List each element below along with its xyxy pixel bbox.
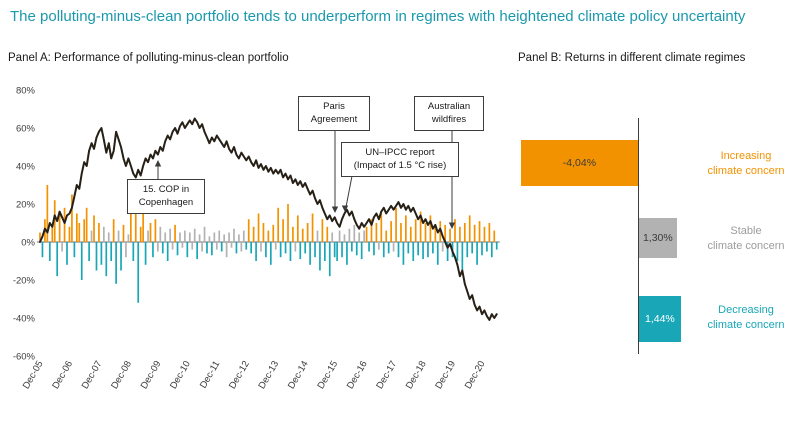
svg-text:60%: 60% [16, 124, 36, 135]
x-axis-labels: Dec-05 Dec-06 Dec-07 Dec-08 Dec-09 Dec-10 Dec-… [21, 359, 488, 391]
svg-text:Dec-15: Dec-15 [315, 359, 340, 391]
svg-text:-20%: -20% [13, 276, 36, 287]
svg-text:Dec-17: Dec-17 [374, 359, 399, 391]
label-text: Decreasing [718, 304, 774, 316]
svg-text:Dec-06: Dec-06 [50, 359, 75, 391]
label-text: climate concern [707, 164, 785, 177]
label-text: Increasing [720, 150, 772, 162]
annotation-text: wildfires [431, 114, 467, 126]
annotation-paris-agreement: Paris Agreement [298, 96, 370, 131]
svg-text:Dec-08: Dec-08 [109, 359, 134, 391]
svg-text:Dec-09: Dec-09 [139, 359, 164, 391]
bar-value-label: -4,04% [562, 157, 597, 169]
label-text: Stable [730, 225, 762, 237]
svg-text:Dec-13: Dec-13 [256, 359, 281, 391]
svg-text:Dec-20: Dec-20 [463, 359, 488, 391]
bar-decreasing-concern: 1,44% [639, 296, 681, 342]
label-increasing-concern: Increasing climate concern [696, 149, 796, 179]
svg-text:0%: 0% [21, 238, 35, 249]
annotation-text: Paris [323, 101, 345, 112]
svg-text:Dec-12: Dec-12 [227, 359, 252, 391]
label-decreasing-concern: Decreasing climate concern [696, 303, 796, 333]
label-stable-concern: Stable climate concern [696, 224, 796, 254]
svg-text:Dec-11: Dec-11 [198, 359, 222, 390]
panel-a-chart: 80%60%40%20%0%-20%-40%-60%Dec-05 Dec-06 De… [13, 86, 500, 391]
annotation-text: Agreement [310, 114, 358, 126]
annotation-cop15: 15. COP in Copenhagen [127, 179, 205, 214]
annotation-text: 15. COP in [142, 184, 190, 195]
regime-axis-line [638, 118, 639, 354]
svg-text:Dec-05: Dec-05 [21, 359, 46, 391]
label-text: climate concern [707, 318, 785, 331]
cumulative-return-line [39, 117, 498, 321]
bar-increasing-concern: -4,04% [520, 140, 638, 186]
svg-text:20%: 20% [16, 200, 36, 211]
svg-text:Dec-16: Dec-16 [345, 359, 370, 391]
bar-value-label: 1,44% [644, 313, 675, 325]
svg-text:Dec-14: Dec-14 [286, 359, 311, 391]
annotation-australian-wildfires: Australian wildfires [414, 96, 484, 131]
label-text: climate concern [707, 239, 785, 252]
bar-value-label: 1,30% [642, 232, 673, 244]
annotation-text: UN–IPCC report [365, 147, 435, 158]
svg-text:Dec-19: Dec-19 [433, 359, 458, 391]
svg-text:-40%: -40% [13, 314, 36, 325]
panel-b-title: Panel B: Returns in different climate re… [518, 52, 746, 64]
svg-text:Dec-10: Dec-10 [168, 359, 193, 391]
annotation-text: (Impact of 1.5 °C rise) [353, 160, 447, 172]
bar-stable-concern: 1,30% [639, 218, 677, 258]
annotation-un-ipcc-report: UN–IPCC report (Impact of 1.5 °C rise) [341, 142, 459, 177]
figure-title: The polluting-minus-clean portfolio tend… [10, 8, 746, 25]
svg-text:40%: 40% [16, 162, 36, 173]
svg-text:Dec-18: Dec-18 [404, 359, 429, 391]
panel-a-title: Panel A: Performance of polluting-minus-… [8, 52, 289, 64]
svg-text:80%: 80% [16, 86, 36, 97]
annotation-text: Copenhagen [138, 197, 194, 209]
svg-text:-60%: -60% [13, 352, 36, 363]
svg-text:Dec-07: Dec-07 [80, 359, 105, 391]
monthly-return-bars [39, 185, 498, 303]
annotation-text: Australian [427, 101, 471, 112]
